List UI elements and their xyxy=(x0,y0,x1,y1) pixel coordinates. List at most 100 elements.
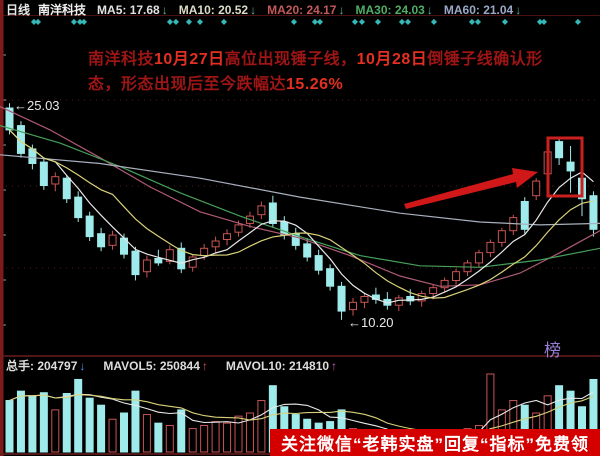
svg-text:◆: ◆ xyxy=(173,17,180,26)
volume-bar xyxy=(97,404,106,453)
trend-arrow-icon: ↓ xyxy=(515,3,522,17)
svg-text:◆: ◆ xyxy=(71,17,78,26)
volume-bar xyxy=(74,378,83,453)
volume-bar xyxy=(5,400,14,453)
candle xyxy=(314,249,323,275)
candle xyxy=(440,277,449,293)
svg-text:◆: ◆ xyxy=(469,17,476,26)
svg-text:◆: ◆ xyxy=(399,17,406,26)
candle xyxy=(211,236,220,253)
stock-name: 南洋科技 xyxy=(38,3,87,17)
volume-bar xyxy=(62,393,71,453)
annotation-segment: 10月27日 xyxy=(154,51,225,68)
candle xyxy=(326,264,335,291)
annotation-segment: 10月28日 xyxy=(356,51,428,68)
wechat-banner: 关注微信“老韩实盘”回复“指标”免费领 xyxy=(270,429,600,456)
svg-text:◆: ◆ xyxy=(317,17,324,26)
candle xyxy=(97,227,106,252)
ma-line-ma5 xyxy=(9,129,594,304)
candle xyxy=(532,178,541,201)
mavol-line xyxy=(9,394,594,437)
svg-text:◆: ◆ xyxy=(359,17,366,26)
candle xyxy=(177,242,186,274)
ma-line-ma20 xyxy=(0,106,600,287)
ma-value: MA5: 17.68 ↓ xyxy=(97,3,168,17)
annotation-text: 南洋科技10月27日高位出现锤子线，10月28日倒锤子线确认形态，形态出现后至今… xyxy=(88,47,572,97)
annotation-segment: 南洋科技 xyxy=(88,51,155,68)
volume-bar xyxy=(39,392,48,453)
candles-layer xyxy=(5,103,598,320)
svg-text:◆: ◆ xyxy=(405,17,412,26)
candle xyxy=(371,287,380,304)
candle xyxy=(589,191,598,237)
annotation-segment: 15.26% xyxy=(286,76,344,93)
svg-text:◆: ◆ xyxy=(502,17,509,26)
svg-text:◆: ◆ xyxy=(167,17,174,26)
svg-text:◆: ◆ xyxy=(31,17,38,26)
trend-arrow-icon: ↓ xyxy=(161,3,168,17)
candle xyxy=(566,146,575,193)
volume-bar xyxy=(142,414,151,453)
volume-bar xyxy=(85,397,94,453)
info-item: 总手: 204797 ↓ xyxy=(6,359,86,373)
ma-value: MA20: 24.17 ↓ xyxy=(267,3,345,17)
banner-text: 关注微信“老韩实盘”回复“指标”免费领 xyxy=(281,435,589,454)
trend-arrow-icon: ↓ xyxy=(79,359,86,373)
candle xyxy=(463,259,472,277)
volume-bar xyxy=(165,424,174,453)
candle xyxy=(520,197,529,234)
candle xyxy=(452,268,461,285)
svg-text:◆: ◆ xyxy=(221,17,228,26)
candle xyxy=(349,297,357,316)
candle xyxy=(497,227,506,247)
candle xyxy=(474,249,483,268)
info-item: MAVOL5: 250844 ↑ xyxy=(103,359,208,373)
left-border xyxy=(0,0,4,456)
volume-bar xyxy=(28,395,37,453)
candle xyxy=(268,195,277,228)
volume-bar xyxy=(51,409,60,453)
volume-bar xyxy=(188,428,197,453)
candle xyxy=(39,157,48,190)
candle xyxy=(509,214,518,236)
candle xyxy=(62,175,71,203)
candle xyxy=(142,255,151,278)
candle xyxy=(131,246,140,281)
diamond-marks: ◆◆ ◆ ◆◆ ◆ ◆ ◆ ◆ ◆ ◆ ◆◆ ◆ ◆ ◆ ◆ ◆ ◆ ◆ ◆ ◆ ◆◆ ◆ xyxy=(31,17,582,26)
ma-values: MA5: 17.68 ↓ MA10: 20.52 ↓ MA20: 24.17 ↓ MA30:… xyxy=(86,3,521,17)
ma-value: MA60: 21.04 ↓ xyxy=(443,3,522,17)
ma-line-ma10 xyxy=(9,129,594,299)
period-label: 日线 xyxy=(6,3,31,17)
candle xyxy=(555,138,564,166)
annotation-segment: 高位出现锤子线， xyxy=(224,51,357,68)
svg-text:◆: ◆ xyxy=(541,17,548,26)
svg-text:◆: ◆ xyxy=(35,17,42,26)
candle xyxy=(337,281,346,320)
candle xyxy=(74,191,83,222)
svg-text:◆: ◆ xyxy=(375,17,382,26)
candle xyxy=(406,289,415,306)
trend-arrow-icon: ↓ xyxy=(250,3,257,17)
volume-bar xyxy=(257,400,266,453)
ma-value: MA30: 24.03 ↓ xyxy=(355,3,433,17)
ma-value: MA10: 20.52 ↓ xyxy=(178,3,257,17)
volume-bar xyxy=(108,418,117,453)
price-label: ←25.03 xyxy=(14,98,60,113)
ma-line-ma60 xyxy=(0,154,600,226)
pointer-arrow xyxy=(404,168,538,209)
candle xyxy=(108,230,117,250)
svg-text:◆: ◆ xyxy=(186,17,193,26)
chart-header: 日线 南洋科技 MA5: 17.68 ↓ MA10: 20.52 ↓ MA20: 24.17… xyxy=(6,1,521,18)
volume-bar xyxy=(211,421,220,453)
candle xyxy=(85,211,94,241)
svg-text:◆: ◆ xyxy=(475,17,482,26)
mavol-line xyxy=(9,391,594,439)
candle xyxy=(51,172,60,192)
volume-bar xyxy=(120,412,128,453)
trend-arrow-icon: ↓ xyxy=(338,3,345,17)
trend-arrow-icon: ↑ xyxy=(331,359,338,373)
volume-bar xyxy=(245,412,254,453)
candle xyxy=(303,238,312,262)
